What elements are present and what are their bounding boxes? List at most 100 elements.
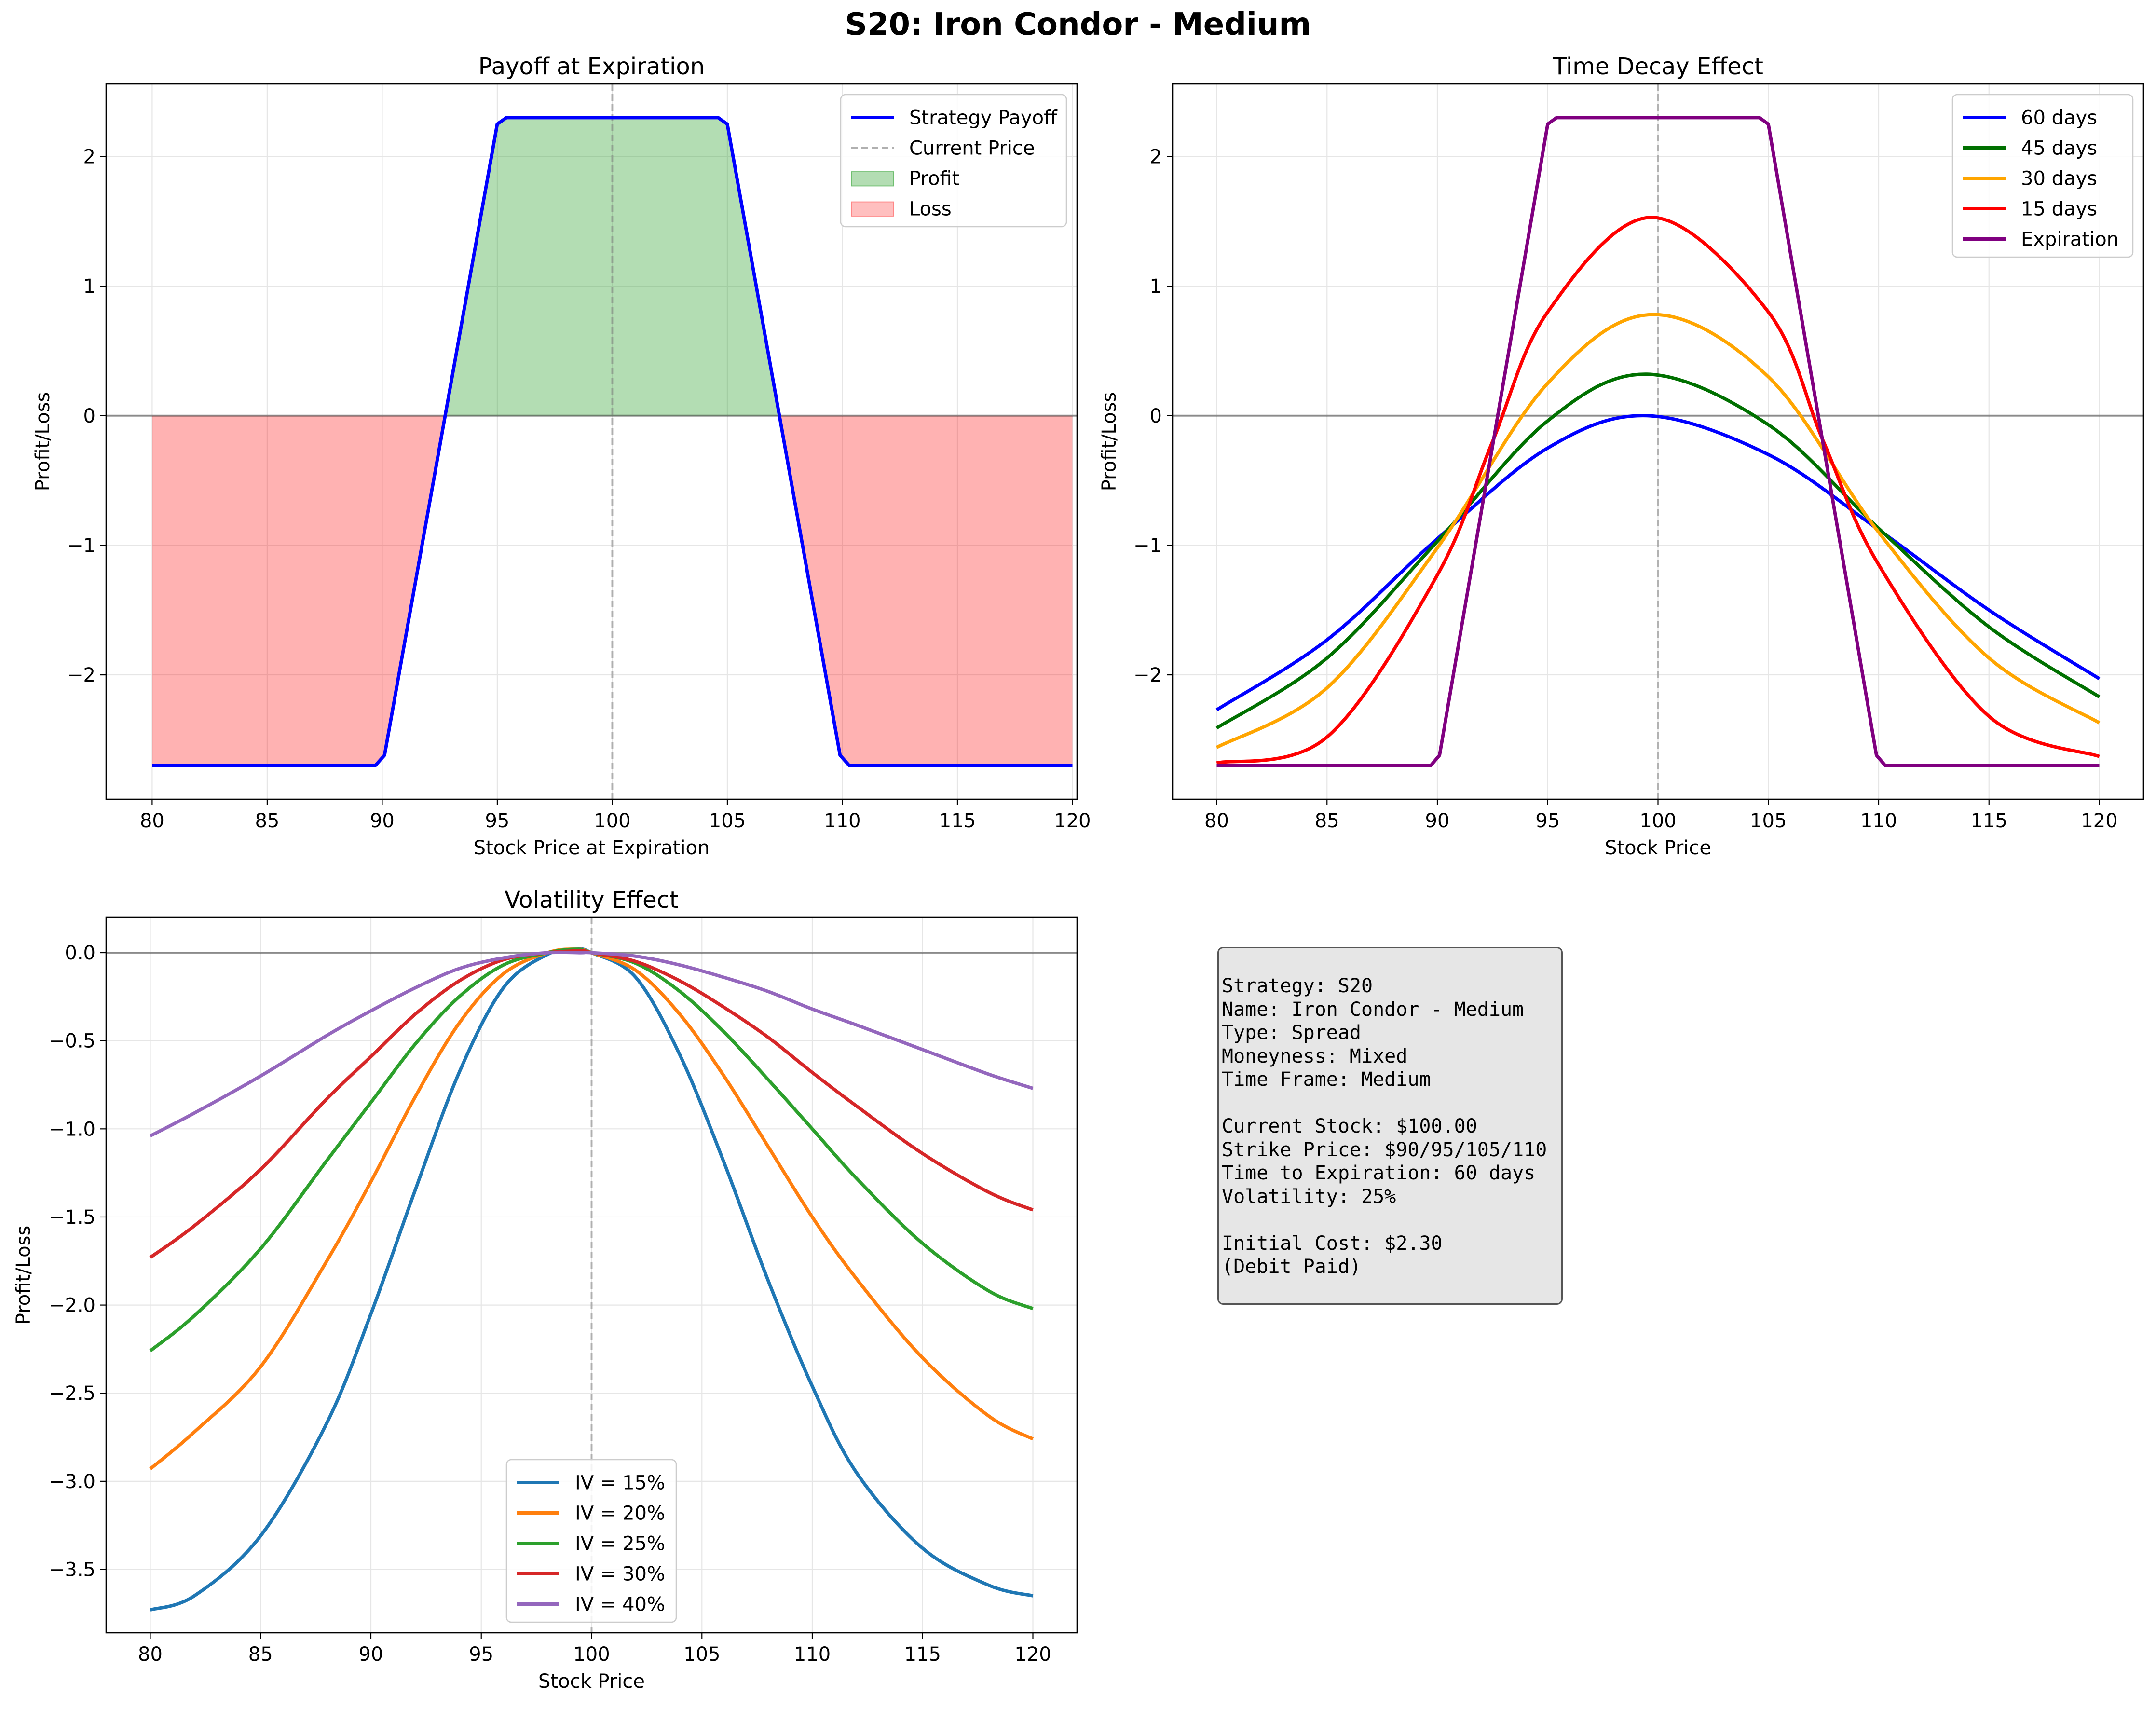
y-tick-label: 0 xyxy=(1150,405,1162,427)
info-line xyxy=(1222,1208,1561,1232)
info-line: Type: Spread xyxy=(1222,1022,1361,1044)
volatility-chart: 80 85 90 95 100 105 110 115 120 0.0 −0.5 −1.0 −1.5 −2… xyxy=(13,887,1078,1693)
series-line-60-days xyxy=(1215,414,2101,711)
x-tick-label: 80 xyxy=(1204,810,1229,832)
legend: IV = 15% IV = 20% IV = 25% IV = 30% IV = 40% xyxy=(505,1459,677,1623)
legend-swatch xyxy=(851,171,894,187)
x-tick-label: 110 xyxy=(1860,810,1897,832)
y-axis-label: Profit/Loss xyxy=(1098,392,1120,492)
series-line-30-days xyxy=(1215,313,2101,749)
series-line-45-days xyxy=(1215,372,2101,730)
x-tick-label: 100 xyxy=(1639,810,1676,832)
info-line: Volatility: 25% xyxy=(1222,1185,1396,1208)
legend-label: Strategy Payoff xyxy=(909,107,1058,129)
figure-title: S20: Iron Condor - Medium xyxy=(845,7,1311,42)
y-tick-label: −1 xyxy=(67,534,96,557)
plot-area xyxy=(106,917,1077,1633)
axes-frame xyxy=(105,83,1078,800)
legend-box xyxy=(505,1459,677,1623)
chart-title: Payoff at Expiration xyxy=(478,53,705,80)
x-tick-label: 85 xyxy=(255,810,279,832)
info-line: Moneyness: Mixed xyxy=(1222,1045,1408,1067)
legend-label: IV = 40% xyxy=(575,1594,665,1616)
info-line: Time Frame: Medium xyxy=(1222,1068,1431,1091)
x-tick-label: 120 xyxy=(1054,810,1091,832)
y-tick-label: 2 xyxy=(83,146,96,168)
y-tick-label: −2.0 xyxy=(49,1295,96,1317)
y-tick-label: −1.0 xyxy=(49,1118,96,1140)
x-tick-label: 120 xyxy=(2081,810,2117,832)
x-tick-label: 105 xyxy=(709,810,746,832)
info-line: Current Stock: $100.00 xyxy=(1222,1115,1477,1137)
time-decay-chart: 80 85 90 95 100 105 110 115 120 −2 −1 0 1 2 Time Decay… xyxy=(1098,53,2144,859)
legend-label: IV = 25% xyxy=(575,1533,665,1555)
x-tick-label: 80 xyxy=(140,810,164,832)
legend-label: IV = 20% xyxy=(575,1503,665,1525)
y-tick-label: 1 xyxy=(1150,275,1162,298)
info-line: Strategy: S20 xyxy=(1222,975,1373,997)
chart-title: Volatility Effect xyxy=(505,887,679,914)
x-axis-label: Stock Price xyxy=(538,1670,645,1693)
x-tick-label: 80 xyxy=(138,1643,163,1666)
y-axis-label: Profit/Loss xyxy=(13,1226,35,1325)
x-tick-label: 85 xyxy=(248,1643,273,1666)
x-tick-label: 110 xyxy=(824,810,860,832)
x-tick-label: 120 xyxy=(1014,1643,1051,1666)
x-tick-label: 90 xyxy=(370,810,395,832)
legend-swatch xyxy=(851,201,894,217)
series-line-iv-40- xyxy=(149,950,1034,1138)
legend-box xyxy=(840,94,1067,228)
legend-box xyxy=(1951,94,2134,258)
legend-label: 45 days xyxy=(2021,137,2097,160)
series-line-strategy-payoff xyxy=(152,116,1073,767)
y-tick-label: −0.5 xyxy=(49,1030,96,1053)
x-tick-label: 115 xyxy=(1971,810,2007,832)
chart-title: Time Decay Effect xyxy=(1552,53,1763,80)
info-line xyxy=(1222,1092,1561,1115)
series-line-15-days xyxy=(1216,216,2100,765)
y-tick-label: −1 xyxy=(1133,534,1162,557)
y-tick-label: 2 xyxy=(1150,146,1162,168)
y-tick-label: 0.0 xyxy=(65,942,96,964)
legend-label: Loss xyxy=(909,198,952,220)
x-tick-label: 90 xyxy=(1425,810,1450,832)
info-line: Initial Cost: $2.30 xyxy=(1222,1232,1443,1255)
legend-label: Profit xyxy=(909,168,959,190)
info-line: (Debit Paid) xyxy=(1222,1256,1361,1278)
legend: 60 days 45 days 30 days 15 days Expiration xyxy=(1951,94,2134,258)
y-axis-label: Profit/Loss xyxy=(32,392,54,492)
info-line: Name: Iron Condor - Medium xyxy=(1222,998,1524,1021)
y-tick-label: −2.5 xyxy=(49,1382,96,1405)
y-tick-label: −2 xyxy=(67,664,96,686)
strategy-info-box: Strategy: S20 Name: Iron Condor - Medium T… xyxy=(1217,947,1563,1305)
legend-label: 60 days xyxy=(2021,107,2097,129)
x-tick-label: 105 xyxy=(683,1643,720,1666)
x-tick-label: 110 xyxy=(794,1643,831,1666)
x-axis-label: Stock Price at Expiration xyxy=(474,837,710,859)
loss-area xyxy=(152,415,1073,766)
y-tick-label: −1.5 xyxy=(49,1206,96,1229)
plot-area xyxy=(106,84,1077,799)
legend-label: IV = 30% xyxy=(575,1563,665,1586)
y-tick-label: −3.0 xyxy=(49,1471,96,1493)
x-tick-label: 95 xyxy=(469,1643,493,1666)
payoff-chart: 80 85 90 95 100 105 110 115 120 −2 −1 0 1 2 Payoff at … xyxy=(32,53,1091,859)
x-tick-label: 105 xyxy=(1750,810,1787,832)
x-tick-label: 100 xyxy=(594,810,630,832)
y-tick-label: 1 xyxy=(83,275,96,298)
x-tick-label: 115 xyxy=(904,1643,941,1666)
y-tick-label: 0 xyxy=(83,405,96,427)
x-tick-label: 95 xyxy=(485,810,509,832)
x-tick-label: 115 xyxy=(939,810,976,832)
x-tick-label: 90 xyxy=(359,1643,383,1666)
legend-label: Current Price xyxy=(909,137,1035,160)
legend-label: 30 days xyxy=(2021,168,2097,190)
y-tick-label: −2 xyxy=(1133,664,1162,686)
series-line-expiration xyxy=(1216,116,2100,767)
plot-area xyxy=(1173,84,2143,799)
legend-label: IV = 15% xyxy=(575,1472,665,1494)
legend-label: Expiration xyxy=(2021,229,2119,251)
x-tick-label: 100 xyxy=(573,1643,610,1666)
x-tick-label: 85 xyxy=(1315,810,1339,832)
info-line: Time to Expiration: 60 days xyxy=(1222,1162,1536,1184)
